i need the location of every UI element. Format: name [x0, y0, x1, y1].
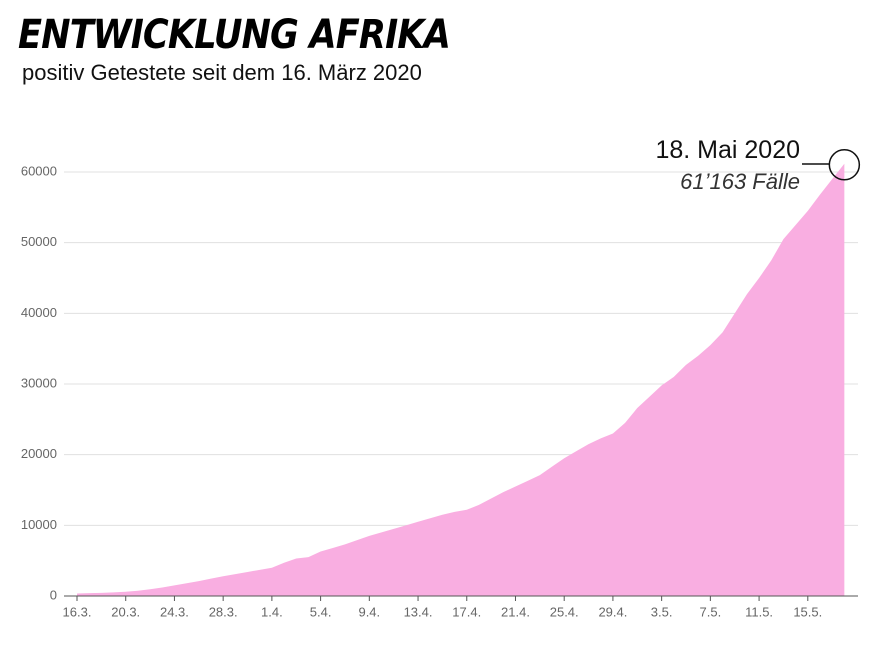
x-tick-label: 28.3.: [209, 604, 238, 619]
x-tick-label: 21.4.: [501, 604, 530, 619]
x-tick-label: 13.4.: [404, 604, 433, 619]
x-tick-label: 5.4.: [310, 604, 332, 619]
x-tick-label: 16.3.: [63, 604, 92, 619]
y-tick-label: 20000: [21, 446, 57, 461]
y-tick-label: 50000: [21, 234, 57, 249]
annotation-date: 18. Mai 2020: [655, 136, 800, 164]
x-tick-label: 17.4.: [452, 604, 481, 619]
x-tick-label: 25.4.: [550, 604, 579, 619]
chart-title: ENTWICKLUNG AFRIKA: [18, 12, 450, 58]
y-tick-label: 40000: [21, 305, 57, 320]
chart-subtitle: positiv Getestete seit dem 16. März 2020: [22, 60, 422, 85]
x-tick-label: 11.5.: [745, 604, 773, 619]
y-tick-label: 10000: [21, 517, 57, 532]
y-tick-label: 30000: [21, 375, 57, 390]
x-tick-label: 15.5.: [793, 604, 822, 619]
x-tick-label: 20.3.: [111, 604, 140, 619]
x-tick-label: 7.5.: [700, 604, 722, 619]
annotation-circle: [828, 149, 861, 181]
y-tick-label: 0: [50, 587, 57, 602]
annotation-label: 61’163 Fälle: [680, 169, 800, 194]
x-tick-label: 9.4.: [358, 604, 380, 619]
y-tick-label: 60000: [21, 163, 57, 178]
x-tick-label: 3.5.: [651, 604, 673, 619]
x-tick-label: 29.4.: [598, 604, 627, 619]
area: [77, 163, 845, 596]
x-tick-label: 24.3.: [160, 604, 189, 619]
x-tick-label: 1.4.: [261, 604, 283, 619]
